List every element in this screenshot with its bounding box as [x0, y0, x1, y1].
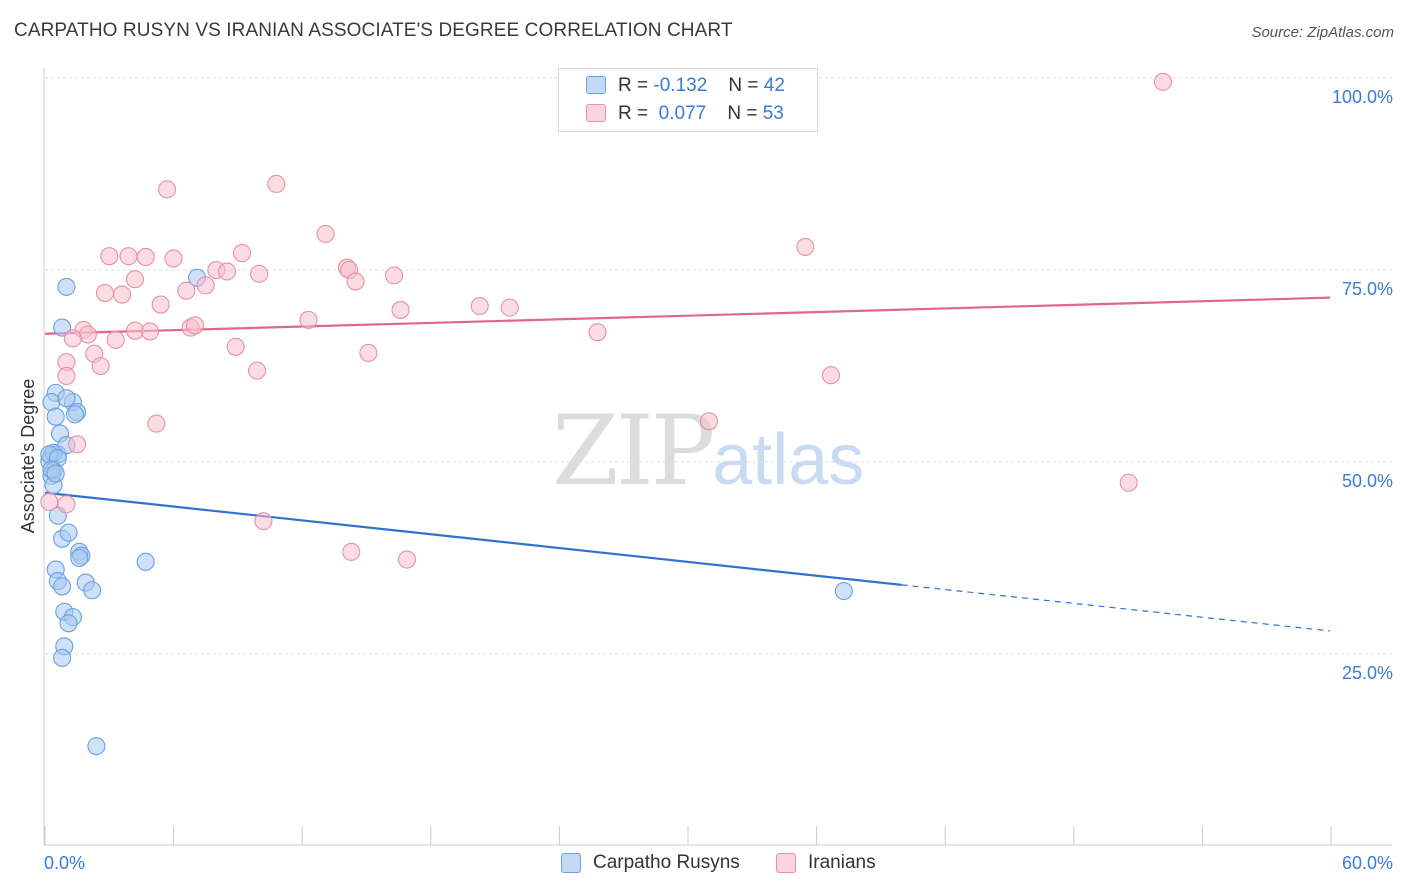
- iranian-point-8: [164, 249, 183, 268]
- iranian-point-18: [346, 272, 365, 291]
- trend-lines: [44, 296, 1331, 632]
- iranian-point-35: [588, 323, 607, 342]
- watermark-atlas: atlas: [712, 420, 865, 500]
- bottom-legend-label-iranian: Iranians: [808, 852, 876, 873]
- y-tick-label-75: 75.0%: [1342, 279, 1393, 299]
- axes: [43, 68, 1392, 846]
- iranian-point-50: [342, 542, 361, 561]
- carpatho-point-35: [136, 552, 155, 571]
- bottom-legend-label-carpatho: Carpatho Rusyns: [593, 852, 740, 873]
- legend-swatch-carpatho: [586, 76, 606, 94]
- iranian-point-20: [113, 285, 132, 304]
- legend-text-carpatho: R = -0.132 N = 42: [618, 75, 785, 96]
- iranian-point-3: [316, 224, 335, 243]
- x-tick-label-min: 0.0%: [44, 853, 85, 873]
- iranian-point-25: [391, 300, 410, 319]
- iranian-point-11: [217, 262, 237, 281]
- y-tick-label-100: 100.0%: [1332, 87, 1393, 107]
- legend-n-value-iranian: 53: [762, 103, 784, 124]
- legend-text-iranian: R = 0.077 N = 53: [618, 103, 784, 124]
- iranian-point-29: [125, 321, 144, 340]
- legend-r-value-carpatho: -0.132: [653, 75, 708, 96]
- iranian-point-15: [385, 266, 404, 285]
- iranian-point-4: [796, 237, 815, 257]
- legend-r-value-iranian: 0.077: [658, 103, 707, 124]
- iranian-point-30: [140, 322, 159, 341]
- iranian-point-34: [106, 330, 125, 349]
- legend-row-carpatho: R = -0.132 N = 42: [559, 73, 817, 99]
- iranian-point-0: [1153, 72, 1172, 91]
- iranian-trend-line: [44, 296, 1331, 335]
- carpatho-point-37: [834, 581, 853, 601]
- iranian-point-44: [147, 414, 166, 433]
- carpatho-trend-extension: [901, 584, 1331, 632]
- watermark: ZIPatlas: [552, 395, 864, 507]
- iranian-point-52: [40, 492, 59, 511]
- iranian-point-46: [68, 435, 87, 454]
- iranian-point-42: [247, 361, 267, 380]
- iranian-point-1: [158, 180, 177, 199]
- iranian-point-16: [125, 270, 144, 289]
- iranian-point-51: [397, 550, 416, 569]
- iranian-point-24: [500, 298, 519, 317]
- carpatho-point-23: [70, 548, 89, 568]
- axis-labels: 25.0% 50.0% 75.0% 100.0% 0.0% 60.0% Associate'…: [18, 87, 1393, 873]
- bottom-legend-swatch-carpatho: [561, 853, 581, 873]
- legend-swatch-iranian: [586, 104, 606, 122]
- carpatho-point-31: [59, 614, 78, 633]
- iranian-point-7: [136, 247, 155, 266]
- iranian-point-17: [196, 276, 215, 295]
- iranian-point-23: [470, 297, 489, 316]
- iranian-point-40: [91, 356, 110, 376]
- chart-source: Source: ZipAtlas.com: [1251, 24, 1394, 41]
- iranian-point-36: [226, 337, 245, 356]
- data-points: [40, 72, 1172, 756]
- iranian-point-12: [250, 264, 269, 283]
- iranian-point-2: [267, 174, 286, 194]
- iranian-point-32: [78, 325, 97, 344]
- carpatho-point-20: [59, 523, 78, 542]
- carpatho-point-41: [46, 464, 65, 483]
- iranian-point-19: [95, 283, 115, 303]
- iranian-point-49: [254, 512, 273, 531]
- correlation-legend: R = -0.132 N = 42 R = 0.077 N = 53: [558, 68, 818, 132]
- carpatho-trend-line: [44, 491, 902, 586]
- x-tick-label-max: 60.0%: [1342, 853, 1393, 873]
- carpatho-point-14: [65, 405, 85, 424]
- grid-lines: [45, 77, 1392, 655]
- iranian-point-37: [359, 343, 378, 362]
- carpatho-point-33: [53, 648, 72, 667]
- iranian-point-26: [299, 310, 318, 329]
- iranian-point-41: [57, 366, 76, 386]
- iranian-point-6: [119, 247, 138, 266]
- iranian-point-33: [63, 329, 82, 348]
- carpatho-point-7: [46, 407, 65, 426]
- iranian-point-22: [151, 295, 170, 314]
- carpatho-point-17: [57, 389, 76, 408]
- iranian-point-28: [185, 316, 204, 335]
- iranian-point-45: [699, 412, 718, 431]
- legend-row-iranian: R = 0.077 N = 53: [559, 101, 817, 127]
- iranian-point-21: [177, 281, 196, 300]
- y-tick-label-25: 25.0%: [1342, 663, 1393, 683]
- carpatho-point-15: [53, 318, 72, 337]
- legend-n-value-carpatho: 42: [763, 75, 785, 96]
- carpatho-point-26: [53, 577, 72, 596]
- iranian-point-47: [57, 495, 76, 514]
- y-tick-label-50: 50.0%: [1342, 471, 1393, 491]
- carpatho-point-28: [83, 581, 102, 600]
- watermark-zip: ZIP: [552, 395, 715, 507]
- carpatho-point-34: [87, 737, 106, 756]
- carpatho-point-16: [57, 277, 76, 296]
- iranian-point-48: [1119, 473, 1138, 492]
- y-axis-title: Associate's Degree: [18, 379, 38, 534]
- bottom-legend-swatch-iranian: [776, 853, 796, 873]
- chart-title: CARPATHO RUSYN VS IRANIAN ASSOCIATE'S DE…: [14, 20, 733, 41]
- iranian-point-5: [100, 247, 119, 266]
- iranian-point-43: [821, 366, 841, 385]
- iranian-point-9: [232, 244, 252, 263]
